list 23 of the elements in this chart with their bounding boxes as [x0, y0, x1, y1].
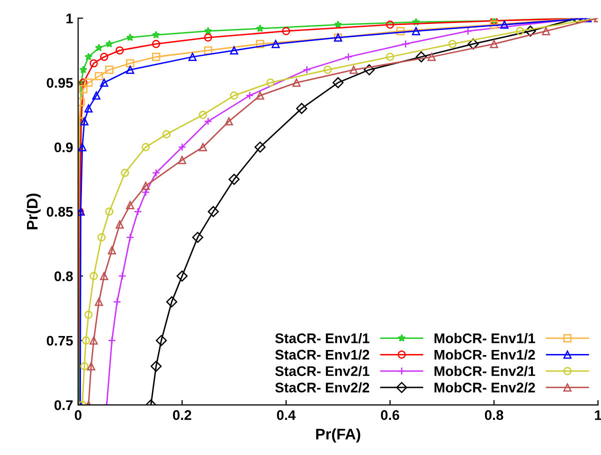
y-tick-label: 0.85 — [46, 206, 73, 217]
x-tick-label: 0.8 — [484, 410, 504, 420]
y-tick-label: 0.9 — [54, 142, 73, 152]
y-axis-title: Pr(D) — [26, 194, 41, 230]
x-tick-label: 1 — [595, 410, 601, 420]
x-tick-label: 0.6 — [380, 410, 400, 420]
x-tick-label: 0.4 — [276, 410, 296, 420]
legend-label: StaCR- Env2/1 — [275, 366, 370, 376]
y-tick-label: 0.7 — [54, 400, 73, 410]
legend-label: StaCR- Env1/2 — [275, 349, 370, 360]
x-tick-label: 0.2 — [173, 410, 192, 420]
y-tick-label: 0.8 — [54, 271, 73, 282]
x-axis-title: Pr(FA) — [316, 428, 360, 443]
x-tick-label: 0 — [74, 410, 82, 420]
y-tick-label: 1 — [66, 14, 73, 24]
y-tick-label: 0.75 — [46, 336, 73, 346]
legend-label: MobCR- Env1/1 — [434, 333, 536, 344]
legend-label: StaCR- Env2/2 — [275, 382, 370, 393]
y-tick-label: 0.95 — [46, 78, 73, 88]
legend-label: MobCR- Env1/2 — [434, 349, 535, 360]
legend-label: StaCR- Env1/1 — [275, 333, 370, 344]
legend-label: MobCR- Env2/1 — [434, 366, 536, 376]
legend-label: MobCR- Env2/2 — [434, 382, 535, 393]
